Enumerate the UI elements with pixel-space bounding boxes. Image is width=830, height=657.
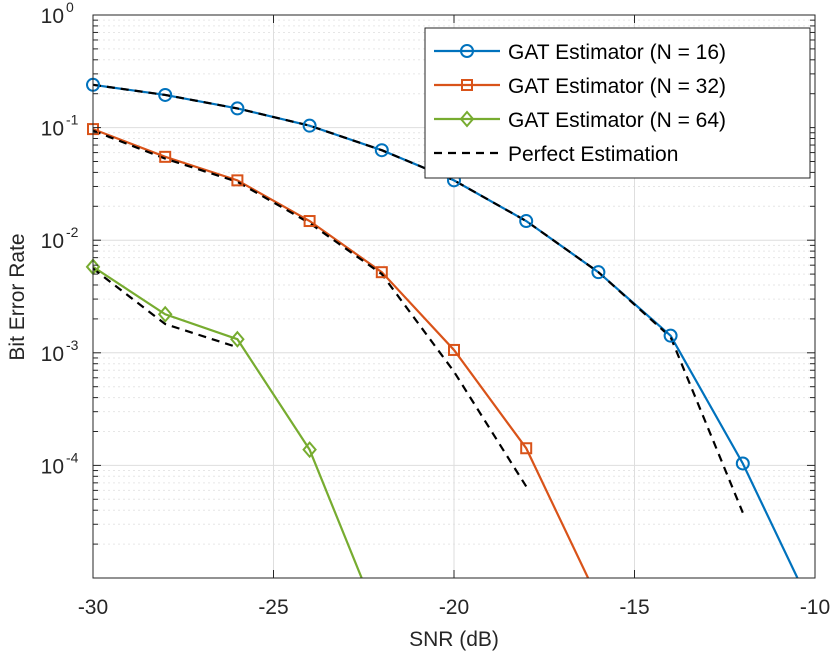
square-marker [375,266,388,279]
circle-marker [374,143,389,158]
x-tick-label: -25 [258,596,288,619]
dashed-line [93,83,744,514]
x-tick-labels: -30 -25 -20 -15 -10 [78,596,830,619]
y-tick-base: 10 [41,118,64,141]
x-tick-label: -30 [78,596,108,619]
series-layer [85,77,799,578]
y-tick-label: 10 -1 [41,112,79,141]
dashed-line [93,129,528,488]
x-tick-label: -20 [439,596,469,619]
legend-entry-4: Perfect Estimation [434,143,678,166]
square-marker [520,442,533,455]
y-axis-label: Bit Error Rate [6,233,29,360]
diamond-marker [459,110,475,128]
circle-marker [230,101,245,116]
x-tick-label: -10 [800,596,830,619]
legend-label: GAT Estimator (N = 64) [508,109,726,132]
circle-marker [591,265,606,280]
square-marker [159,150,172,163]
y-tick-label: 10 -2 [41,224,79,253]
diamond-marker [230,330,245,348]
circle-marker [735,456,750,471]
series-1 [93,83,799,578]
circle-marker [158,87,173,102]
series-line [93,265,363,578]
square-marker [303,215,316,228]
series-line [93,83,799,578]
legend-entry-1: GAT Estimator (N = 16) [434,41,726,64]
legend: GAT Estimator (N = 16) GAT Estimator (N =… [424,27,811,179]
y-tick-exponent: -2 [66,224,79,240]
legend-entry-3: GAT Estimator (N = 64) [434,109,726,132]
y-tick-label: 10 -3 [41,337,79,366]
y-tick-base: 10 [41,5,64,28]
y-tick-exponent: -1 [66,112,79,128]
legend-entry-2: GAT Estimator (N = 32) [434,75,726,98]
series-line [93,128,590,578]
circle-marker [519,214,534,229]
y-tick-exponent: -4 [66,449,79,465]
circle-marker [663,328,678,343]
dashed-line [93,267,238,349]
y-tick-base: 10 [41,230,64,253]
x-tick-label: -15 [619,596,649,619]
series-perfect-estimation [93,83,744,514]
square-marker [461,79,473,91]
legend-label: GAT Estimator (N = 32) [508,75,726,98]
y-tick-label: 10 -4 [41,449,79,478]
y-tick-base: 10 [41,455,64,478]
legend-label: GAT Estimator (N = 16) [508,41,726,64]
y-tick-label: 10 0 [41,0,74,28]
y-tick-exponent: 0 [66,0,74,15]
y-tick-base: 10 [41,343,64,366]
square-marker [448,343,460,356]
circle-marker [460,44,474,58]
legend-label: Perfect Estimation [508,143,678,166]
x-axis-label: SNR (dB) [409,628,499,651]
legend-box [424,27,811,179]
diamond-marker [302,441,317,459]
series-3 [93,265,363,578]
circle-marker [302,118,317,133]
square-marker [231,174,244,187]
axis-ticks [92,14,816,578]
series-2 [93,128,590,578]
y-tick-exponent: -3 [66,337,79,353]
series-3-markers [85,258,317,459]
diamond-marker [157,305,173,323]
series-1-markers [86,77,750,471]
